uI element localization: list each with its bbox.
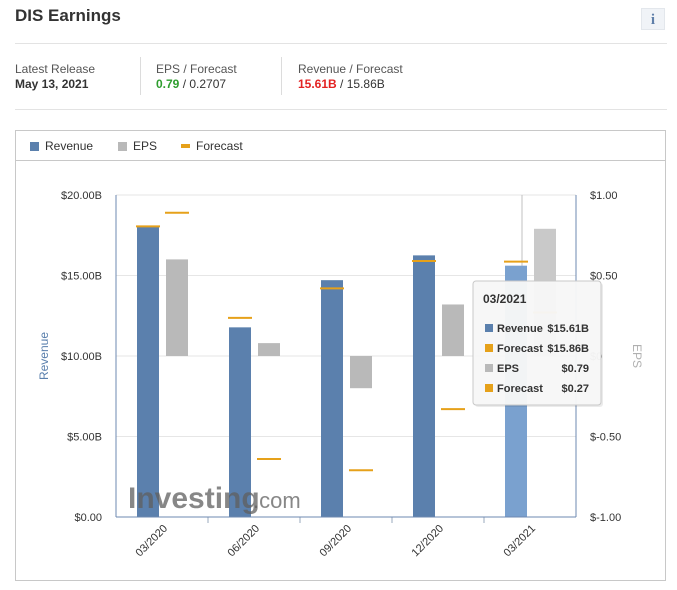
legend-item-eps[interactable]: EPS xyxy=(118,139,157,153)
eps-forecast-value: 0.2707 xyxy=(189,77,227,91)
tooltip-swatch xyxy=(485,364,493,372)
legend-swatch xyxy=(118,141,127,151)
tooltip-row-value: $15.86B xyxy=(547,343,589,355)
revenue-bar xyxy=(229,327,251,517)
eps-bar xyxy=(166,259,188,356)
y2-tick-label: $0.50 xyxy=(590,271,618,283)
revenue-bars xyxy=(137,227,527,517)
legend-label: EPS xyxy=(133,139,158,153)
watermark-suffix: .com xyxy=(253,488,301,513)
legend-label: Revenue xyxy=(45,139,94,153)
tooltip-swatch xyxy=(485,344,493,352)
eps-stat: EPS / Forecast 0.79 / 0.2707 xyxy=(156,62,237,91)
x-tick-label: 06/2020 xyxy=(226,523,263,560)
revenue-forecast-value: 15.86B xyxy=(346,77,385,91)
header-divider xyxy=(15,43,667,44)
revenue-forecast-label: Revenue / Forecast xyxy=(298,62,403,76)
revenue-separator: / xyxy=(336,77,347,91)
legend-swatch xyxy=(30,141,39,151)
y2-axis-title: EPS xyxy=(630,344,644,368)
page-title: DIS Earnings xyxy=(15,6,121,25)
eps-actual-value: 0.79 xyxy=(156,77,180,91)
chart-tooltip: 03/2021 Revenue $15.61B Forecast $15.86B EPS $… xyxy=(472,280,603,407)
stat-divider xyxy=(140,57,141,95)
tooltip-row-label: Forecast xyxy=(497,383,543,395)
y-tick-label: $0.00 xyxy=(74,512,102,524)
tooltip-row-value: $0.27 xyxy=(561,383,589,395)
y-tick-label: $10.00B xyxy=(61,351,102,363)
y-tick-label: $15.00B xyxy=(61,271,102,283)
x-tick-label: 12/2020 xyxy=(410,523,447,560)
x-tick-label: 09/2020 xyxy=(318,523,355,560)
eps-separator: / xyxy=(179,77,190,91)
revenue-actual-value: 15.61B xyxy=(298,77,337,91)
x-tick-label: 03/2021 xyxy=(502,523,539,560)
latest-release-stat: Latest Release May 13, 2021 xyxy=(15,62,95,91)
chart-legend: Revenue EPS Forecast xyxy=(16,131,665,161)
earnings-chart-panel: Revenue EPS Forecast xyxy=(15,130,666,581)
investing-watermark: Investing .com xyxy=(128,482,301,515)
y-tick-label: $20.00B xyxy=(61,190,102,202)
eps-bar xyxy=(442,304,464,356)
y-axis-title: Revenue xyxy=(37,332,51,380)
revenue-stat: Revenue / Forecast 15.61B / 15.86B xyxy=(298,62,403,91)
latest-release-value: May 13, 2021 xyxy=(15,77,89,91)
latest-release-label: Latest Release xyxy=(15,62,96,76)
legend-label: Forecast xyxy=(196,139,243,153)
revenue-bar xyxy=(137,227,159,517)
tooltip-title: 03/2021 xyxy=(483,292,527,306)
x-tick-label: 03/2020 xyxy=(134,523,171,560)
revenue-bar xyxy=(413,255,435,517)
revenue-bar xyxy=(321,280,343,517)
tooltip-row-value: $0.79 xyxy=(561,363,589,375)
watermark-brand: Investing xyxy=(128,482,260,515)
tooltip-row-value: $15.61B xyxy=(547,323,589,335)
tooltip-box xyxy=(472,280,602,406)
legend-item-forecast[interactable]: Forecast xyxy=(181,139,243,153)
summary-divider xyxy=(15,109,667,110)
eps-bar xyxy=(350,356,372,389)
eps-bar xyxy=(258,343,280,356)
y2-tick-label: $-1.00 xyxy=(590,512,621,524)
eps-forecast-label: EPS / Forecast xyxy=(156,62,237,76)
tooltip-row-label: Forecast xyxy=(497,343,543,355)
y2-tick-label: $-0.50 xyxy=(590,432,621,444)
tooltip-swatch xyxy=(485,324,493,332)
tooltip-row-label: EPS xyxy=(497,363,519,375)
stat-divider xyxy=(281,57,282,95)
info-icon[interactable]: i xyxy=(641,8,665,30)
legend-swatch xyxy=(181,144,190,148)
tooltip-swatch xyxy=(485,384,493,392)
y2-tick-label: $1.00 xyxy=(590,190,618,202)
legend-item-revenue[interactable]: Revenue xyxy=(30,139,93,153)
tooltip-row-label: Revenue xyxy=(497,323,543,335)
y-tick-label: $5.00B xyxy=(67,432,102,444)
